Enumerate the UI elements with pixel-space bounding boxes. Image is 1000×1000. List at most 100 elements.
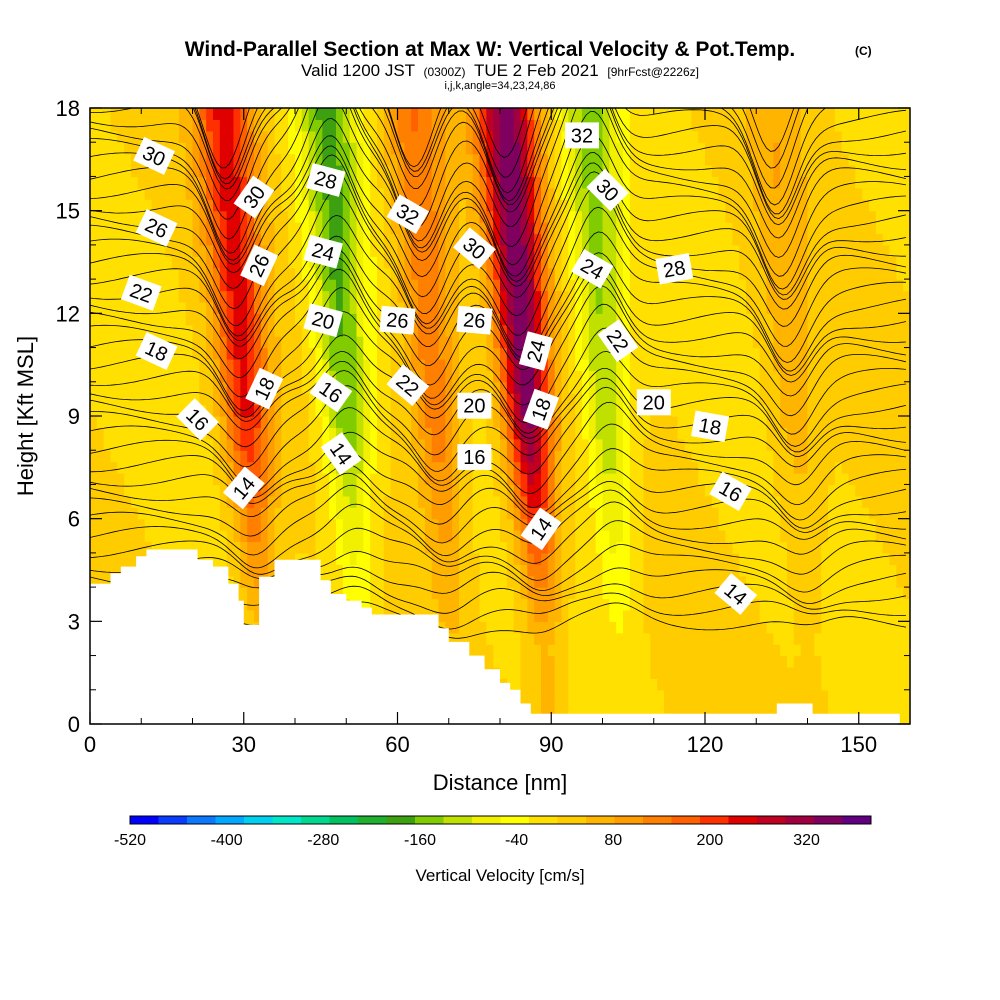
field-cell [828, 644, 836, 657]
field-cell [677, 313, 686, 326]
field-cell [773, 689, 781, 702]
field-cell [602, 438, 610, 451]
field-cell [349, 301, 358, 314]
field-cell [698, 301, 706, 314]
field-cell [377, 358, 385, 371]
field-cell [206, 393, 214, 406]
field-cell [110, 381, 118, 394]
field-cell [247, 575, 255, 588]
field-cell [103, 347, 112, 360]
field-cell [281, 313, 289, 326]
field-cell [732, 313, 740, 326]
field-cell [96, 438, 105, 451]
field-cell [240, 438, 248, 451]
field-cell [869, 518, 877, 531]
field-cell [670, 461, 679, 474]
field-cell [752, 267, 761, 280]
field-cell [623, 438, 631, 451]
field-cell [172, 416, 180, 429]
field-cell [718, 552, 727, 565]
field-cell [848, 347, 856, 360]
field-cell [684, 290, 692, 303]
field-cell [383, 541, 392, 554]
field-cell [834, 393, 843, 406]
field-cell [841, 701, 850, 714]
field-cell [752, 358, 761, 371]
field-cell [342, 256, 351, 269]
field-cell [363, 279, 371, 292]
field-cell [759, 461, 768, 474]
field-cell [582, 404, 590, 417]
field-cell [629, 450, 638, 463]
field-cell [793, 370, 802, 383]
field-cell [110, 427, 118, 440]
field-cell [568, 644, 576, 657]
field-cell [855, 370, 863, 383]
field-cell [418, 416, 426, 429]
field-cell [848, 495, 856, 508]
field-cell [445, 279, 453, 292]
field-cell [643, 701, 651, 714]
field-cell [875, 495, 884, 508]
field-cell [158, 370, 166, 383]
field-cell [411, 256, 419, 269]
field-cell [459, 541, 467, 554]
field-cell [725, 358, 733, 371]
field-cell [547, 461, 556, 474]
field-cell [828, 438, 836, 451]
field-cell [609, 575, 617, 588]
field-cell [370, 552, 378, 565]
field-cell [896, 427, 904, 440]
field-cell [616, 530, 624, 543]
field-cell [725, 621, 733, 634]
field-cell [486, 564, 494, 577]
field-cell [862, 689, 870, 702]
field-cell [718, 644, 727, 657]
field-cell [110, 279, 118, 292]
field-cell [397, 587, 405, 600]
field-cell [397, 450, 405, 463]
field-cell [841, 507, 850, 520]
field-cell [390, 438, 399, 451]
field-cell [411, 427, 419, 440]
field-cell [185, 495, 194, 508]
field-cell [336, 324, 344, 337]
field-cell [664, 461, 672, 474]
field-cell [787, 313, 795, 326]
field-cell [418, 598, 426, 611]
field-cell [206, 256, 214, 269]
field-cell [616, 290, 624, 303]
field-cell [882, 484, 891, 497]
field-cell [623, 473, 631, 486]
field-cell [110, 484, 118, 497]
field-cell [493, 484, 501, 497]
field-cell [650, 313, 658, 326]
field-cell [759, 518, 768, 531]
field-cell [486, 575, 494, 588]
field-cell [247, 461, 255, 474]
field-cell [636, 564, 645, 577]
field-cell [677, 609, 686, 622]
field-cell [486, 507, 494, 520]
field-cell [705, 404, 713, 417]
field-cell [800, 427, 809, 440]
field-cell [137, 518, 146, 531]
field-cell [643, 450, 651, 463]
field-cell [793, 575, 802, 588]
field-cell [575, 324, 583, 337]
field-cell [541, 621, 549, 634]
field-cell [582, 450, 590, 463]
field-cell [595, 701, 604, 714]
field-cell [759, 370, 768, 383]
field-cell [616, 689, 624, 702]
field-cell [636, 301, 645, 314]
field-cell [787, 256, 795, 269]
field-cell [670, 404, 679, 417]
field-cell [404, 336, 412, 349]
field-cell [657, 336, 665, 349]
field-cell [452, 393, 460, 406]
field-cell [411, 564, 419, 577]
field-cell [698, 324, 706, 337]
field-cell [684, 655, 692, 668]
field-cell [418, 587, 426, 600]
